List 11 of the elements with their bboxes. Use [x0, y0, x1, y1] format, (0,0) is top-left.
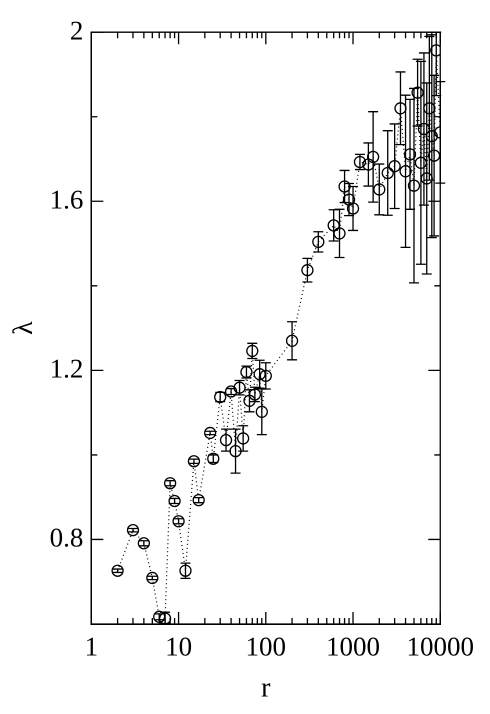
x-tick-label: 1000: [326, 631, 380, 662]
y-tick-label: 1.2: [50, 353, 84, 384]
y-tick-label: 0.8: [50, 522, 84, 553]
x-tick-label: 10000: [406, 631, 474, 662]
x-axis-title: r: [261, 672, 272, 704]
y-tick-label: 2: [70, 15, 84, 46]
y-axis-title: λ: [8, 320, 40, 335]
x-tick-label: 100: [246, 631, 286, 662]
y-tick-label: 1.6: [50, 184, 84, 214]
x-tick-label: 1: [84, 631, 98, 662]
x-tick-label: 10: [165, 631, 192, 662]
